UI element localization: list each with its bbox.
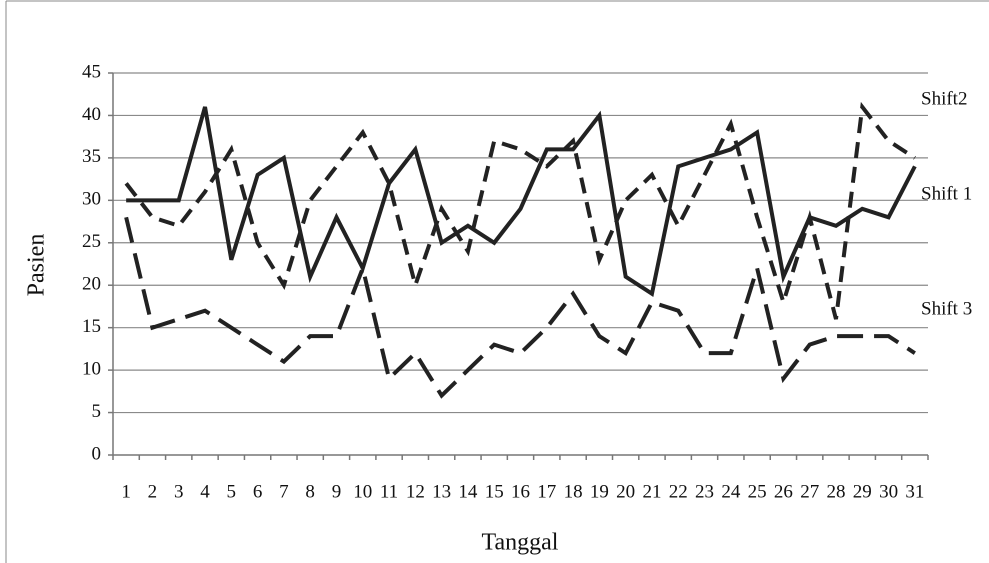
- x-tick-label: 23: [695, 481, 714, 502]
- x-tick-label: 25: [748, 481, 767, 502]
- x-tick-label: 18: [564, 481, 583, 502]
- x-tick-label: 4: [200, 481, 210, 502]
- x-tick-label: 9: [332, 481, 342, 502]
- y-tick-label: 20: [82, 274, 101, 295]
- y-tick-label: 5: [92, 401, 102, 422]
- x-tick-label: 26: [774, 481, 793, 502]
- x-tick-label: 29: [853, 481, 872, 502]
- x-tick-label: 2: [148, 481, 158, 502]
- x-tick-label: 17: [537, 481, 556, 502]
- chart: Pasien Tanggal 0510152025303540451234567…: [0, 0, 989, 563]
- x-tick-label: 28: [826, 481, 845, 502]
- x-tick-label: 30: [879, 481, 898, 502]
- y-tick-label: 0: [92, 443, 102, 464]
- x-tick-label: 1: [121, 481, 131, 502]
- y-tick-label: 15: [82, 316, 101, 337]
- x-tick-label: 14: [458, 481, 478, 502]
- x-tick-label: 19: [590, 481, 609, 502]
- x-axis-label: Tanggal: [482, 530, 559, 556]
- x-tick-label: 27: [800, 481, 819, 502]
- series-label: Shift 3: [921, 298, 972, 319]
- x-tick-label: 12: [406, 481, 425, 502]
- x-tick-label: 22: [669, 481, 688, 502]
- y-axis-label: Pasien: [24, 234, 50, 297]
- x-tick-label: 3: [174, 481, 184, 502]
- x-tick-label: 11: [380, 481, 398, 502]
- y-tick-label: 45: [82, 61, 101, 82]
- series-label: Shift 1: [921, 183, 972, 204]
- y-tick-label: 35: [82, 146, 101, 167]
- series-label: Shift2: [921, 88, 967, 109]
- x-tick-label: 7: [279, 481, 289, 502]
- x-tick-label: 31: [905, 481, 924, 502]
- y-tick-label: 10: [82, 358, 101, 379]
- x-tick-label: 15: [485, 481, 504, 502]
- x-tick-label: 5: [227, 481, 237, 502]
- x-tick-label: 20: [616, 481, 635, 502]
- x-tick-label: 21: [642, 481, 661, 502]
- y-tick-label: 40: [82, 104, 101, 125]
- x-tick-label: 24: [721, 481, 741, 502]
- x-tick-label: 16: [511, 481, 530, 502]
- x-tick-label: 6: [253, 481, 263, 502]
- x-tick-label: 8: [305, 481, 315, 502]
- x-tick-label: 13: [432, 481, 451, 502]
- x-tick-label: 10: [353, 481, 372, 502]
- y-tick-label: 25: [82, 231, 101, 252]
- y-tick-label: 30: [82, 189, 101, 210]
